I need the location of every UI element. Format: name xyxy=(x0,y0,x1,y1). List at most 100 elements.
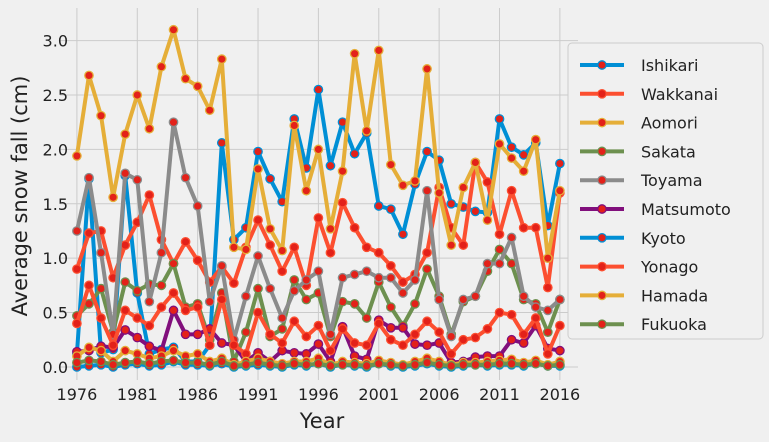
legend: Ishikari Wakkanai Aomori Sakata Toyama Matsum… xyxy=(567,42,764,340)
data-point xyxy=(301,359,312,370)
data-point xyxy=(385,272,396,283)
data-point xyxy=(506,358,517,369)
legend-marker xyxy=(597,232,607,243)
data-point xyxy=(265,283,275,294)
data-point xyxy=(337,197,348,208)
data-point xyxy=(542,361,553,371)
legend-marker xyxy=(597,117,607,128)
x-axis-ticks: 1976 1981 1986 1991 1996 2001 2006 2011 2016 xyxy=(57,385,581,404)
data-point xyxy=(253,283,263,294)
data-point xyxy=(265,223,275,234)
data-point xyxy=(289,242,300,253)
data-point xyxy=(470,157,481,168)
data-point xyxy=(385,334,396,345)
data-point xyxy=(325,223,336,234)
data-point xyxy=(446,361,457,371)
data-point xyxy=(410,329,420,340)
data-point xyxy=(325,247,336,258)
data-point xyxy=(470,206,481,217)
legend-item: Yonago xyxy=(580,258,698,277)
x-tick-label: 1996 xyxy=(298,385,339,404)
data-point xyxy=(265,240,275,250)
data-point xyxy=(373,358,384,369)
data-point xyxy=(506,232,517,243)
data-point xyxy=(506,334,517,345)
data-point xyxy=(108,192,118,203)
data-point xyxy=(277,324,288,334)
series-yonago xyxy=(72,280,565,359)
data-point xyxy=(542,305,553,316)
data-point xyxy=(313,339,324,349)
data-point xyxy=(301,185,312,196)
data-point xyxy=(373,247,384,258)
data-point xyxy=(337,166,348,177)
data-point xyxy=(398,322,408,333)
data-point xyxy=(132,356,143,367)
data-point xyxy=(422,247,432,258)
data-point xyxy=(72,264,82,274)
data-point xyxy=(96,345,106,356)
data-point xyxy=(156,61,167,72)
data-point xyxy=(373,318,384,329)
legend-item: Ishikari xyxy=(580,56,698,75)
data-point xyxy=(168,345,179,356)
data-point xyxy=(313,320,324,331)
data-point xyxy=(216,356,227,367)
data-point xyxy=(229,278,239,289)
data-point xyxy=(349,299,360,309)
data-point xyxy=(518,329,529,340)
legend-label: Wakkanai xyxy=(641,85,718,104)
legend-item: Matsumoto xyxy=(580,200,731,219)
x-tick-label: 2011 xyxy=(479,385,520,404)
data-point xyxy=(530,222,541,233)
data-point xyxy=(494,229,505,240)
data-point xyxy=(458,182,469,193)
y-tick-label: 2.0 xyxy=(43,140,68,159)
x-tick-label: 2016 xyxy=(540,385,581,404)
data-point xyxy=(470,359,481,370)
data-point xyxy=(518,166,529,177)
data-point xyxy=(361,361,372,371)
data-point xyxy=(180,329,191,340)
data-point xyxy=(373,45,384,56)
data-point xyxy=(542,327,553,337)
data-point xyxy=(180,73,191,84)
data-point xyxy=(325,361,336,371)
data-point xyxy=(542,282,553,293)
data-point xyxy=(108,340,118,351)
data-point xyxy=(518,149,529,160)
data-point xyxy=(120,305,131,316)
data-point xyxy=(398,277,408,287)
data-point xyxy=(506,309,517,320)
data-point xyxy=(84,280,94,291)
data-point xyxy=(518,338,529,348)
data-point xyxy=(325,345,336,356)
data-point xyxy=(144,296,155,307)
data-point xyxy=(325,160,336,171)
legend-marker xyxy=(597,319,607,330)
data-point xyxy=(470,332,481,343)
data-point xyxy=(446,331,457,342)
data-point xyxy=(555,320,565,331)
data-point xyxy=(422,316,432,327)
data-point xyxy=(458,294,469,305)
x-tick-label: 1981 xyxy=(117,385,158,404)
data-point xyxy=(204,296,215,307)
data-point xyxy=(132,285,143,296)
data-point xyxy=(349,359,360,370)
data-point xyxy=(422,264,432,274)
data-point xyxy=(144,320,155,331)
y-tick-label: 1.0 xyxy=(43,249,68,268)
data-point xyxy=(204,105,215,116)
data-point xyxy=(301,275,312,285)
legend-item: Fukuoka xyxy=(580,315,707,334)
data-point xyxy=(144,341,155,352)
data-point xyxy=(84,228,94,239)
data-point xyxy=(494,307,505,318)
legend-item: Aomori xyxy=(580,114,698,133)
data-point xyxy=(192,255,203,266)
data-point xyxy=(422,340,432,351)
data-point xyxy=(301,294,312,305)
data-point xyxy=(555,359,565,370)
data-point xyxy=(410,359,420,370)
